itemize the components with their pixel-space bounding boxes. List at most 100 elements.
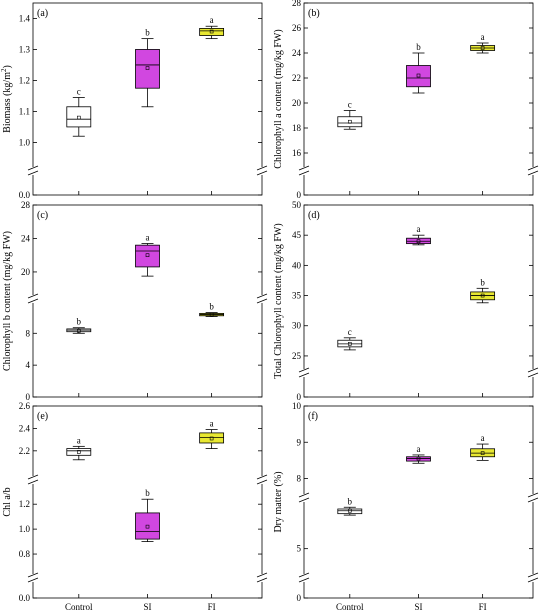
x-category-label: SI <box>414 602 422 612</box>
y-axis-label: Biomass (kg/m2) <box>0 65 13 133</box>
box-body <box>199 432 225 444</box>
y-tick-label: 1.3 <box>19 44 31 54</box>
significance-letter: b <box>209 302 214 312</box>
axis-break-gap <box>299 574 309 582</box>
y-tick-label: 8 <box>26 328 31 338</box>
axis-break-gap <box>528 369 538 377</box>
axis-break-mark <box>256 479 268 485</box>
y-axis-label-text: Total Chlorophyll content (mg/kg FW) <box>273 223 284 378</box>
panel-d: 25 30 35 40 45 50 0 c a b (d) Total Chlorophyll con… <box>273 200 539 402</box>
y-axis-label: Chlorophyll b content (mg/kg FW) <box>2 231 13 371</box>
significance-letter: b <box>77 317 82 327</box>
x-category-label: Control <box>336 602 364 612</box>
mean-marker <box>416 239 421 244</box>
axis-break-gap <box>257 476 267 484</box>
y-tick-label: 1.0 <box>19 524 31 534</box>
axis-break-mark <box>256 474 268 480</box>
x-category-label: Control <box>65 602 93 612</box>
significance-letter: b <box>480 277 485 287</box>
axis-break-mark <box>527 372 539 378</box>
y-tick-label: 2.6 <box>19 401 31 411</box>
axis-break-mark <box>256 165 268 171</box>
axis-break-mark <box>527 165 539 171</box>
box-si: a <box>406 224 431 246</box>
significance-letter: b <box>145 488 150 498</box>
significance-letter: a <box>146 232 150 242</box>
axis-break-mark <box>527 170 539 176</box>
y-tick-label: 24 <box>292 48 302 58</box>
axis-break-mark <box>298 572 310 578</box>
box-control: c <box>66 86 92 137</box>
axis-break-gap <box>299 494 309 502</box>
y-tick-label: 28 <box>292 0 302 8</box>
y-tick-label: 0 <box>297 190 302 200</box>
y-tick-label: 2.2 <box>19 446 30 456</box>
axis-break-gap <box>28 476 38 484</box>
box-fi: a <box>470 32 496 54</box>
axis-break-gap <box>257 574 267 582</box>
panel-label: (e) <box>37 411 48 422</box>
y-axis-label-text: Chl a/b <box>2 487 13 516</box>
box-si: b <box>406 42 431 94</box>
mean-marker <box>145 524 150 529</box>
significance-letter: c <box>348 100 352 110</box>
axis-break-mark <box>27 298 39 304</box>
y-tick-label: 0 <box>297 392 302 402</box>
plot-frame <box>303 405 534 599</box>
axis-break-gap <box>528 167 538 175</box>
y-tick-label: 16 <box>292 148 302 158</box>
box-body <box>135 49 160 89</box>
x-category-label: FI <box>479 602 487 612</box>
x-category-label: FI <box>208 602 216 612</box>
panel-label: (d) <box>308 210 320 221</box>
significance-letter: a <box>210 419 214 429</box>
y-tick-label: 8 <box>297 474 302 484</box>
y-tick-label: 1.1 <box>19 106 30 116</box>
axis-break-mark <box>298 577 310 583</box>
y-axis-label: Total Chlorophyll content (mg/kg FW) <box>273 223 284 378</box>
axis-break-mark <box>527 367 539 373</box>
axis-break-mark <box>527 497 539 503</box>
y-axis-label-superscript: 2 <box>0 68 8 72</box>
panel-label: (a) <box>37 8 48 19</box>
box-si: b <box>135 488 160 542</box>
significance-letter: a <box>481 32 485 42</box>
y-tick-label: 5 <box>297 544 302 554</box>
box-body <box>337 508 363 515</box>
y-tick-label: 18 <box>292 123 302 133</box>
y-tick-label: 30 <box>292 321 302 331</box>
y-tick-label: 20 <box>292 98 302 108</box>
plot-frame <box>303 2 534 196</box>
y-axis-label-tail: ) <box>2 65 13 68</box>
y-axis-label: Chlorophyll a content (mg/kg FW) <box>273 29 284 168</box>
mean-marker <box>209 436 214 441</box>
panel-label: (f) <box>308 411 318 422</box>
axis-break-mark <box>298 170 310 176</box>
y-tick-label: 1.4 <box>19 13 31 23</box>
axis-break-gap <box>257 167 267 175</box>
box-si: b <box>135 28 160 108</box>
panel-f: 8 9 10 5 0 b a a (f) Dry matter (%) Control SI FI <box>273 401 539 612</box>
axis-break-mark <box>256 572 268 578</box>
axis-break-gap <box>528 574 538 582</box>
mean-marker <box>480 293 485 298</box>
axis-break-mark <box>256 577 268 583</box>
y-tick-label: 2.4 <box>19 423 31 433</box>
axis-break-mark <box>27 165 39 171</box>
panel-a: 1.0 1.1 1.2 1.3 1.4 0.0 c b a (a) Biomass (kg/m2) <box>0 2 268 200</box>
y-axis-label-text: Dry matter (%) <box>273 471 284 532</box>
box-control: a <box>66 435 92 461</box>
panel-e: 2.2 2.4 2.6 0.8 1.0 1.2 0.0 a b a (e) Chl a/b Contro… <box>2 401 268 612</box>
axis-break-gap <box>528 494 538 502</box>
mean-marker <box>209 29 214 34</box>
mean-marker <box>480 451 485 455</box>
axis-break-gap <box>28 295 38 303</box>
significance-letter: c <box>348 327 352 337</box>
significance-letter: b <box>416 42 421 52</box>
y-axis-label-text: Chlorophyll a content (mg/kg FW) <box>273 29 284 168</box>
significance-letter: a <box>481 433 485 443</box>
mean-marker <box>145 253 150 258</box>
box-control: c <box>337 100 363 130</box>
axis-break-mark <box>27 293 39 299</box>
